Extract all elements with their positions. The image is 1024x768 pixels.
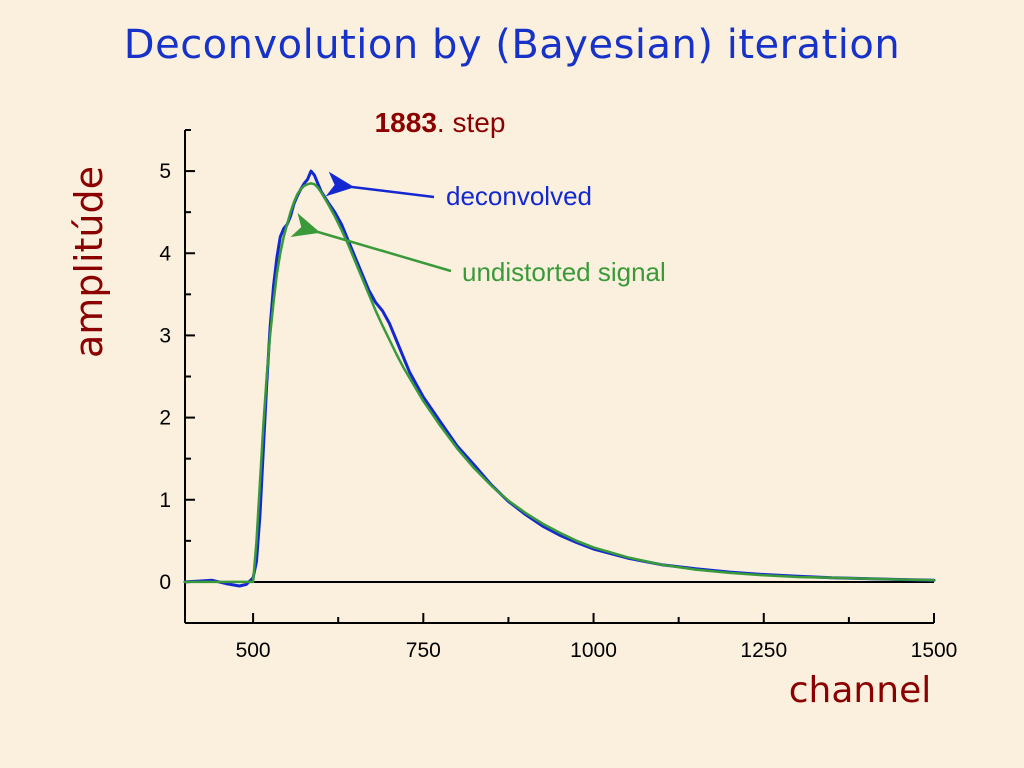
series-line-undistorted-signal	[183, 182, 936, 584]
y-axis-label: amplitúde	[67, 166, 111, 358]
subtitle-text: . step	[437, 107, 505, 138]
annotation-arrow-deconvolved	[325, 171, 435, 199]
x-axis-label: channel	[789, 670, 931, 711]
x-tick-label: 1250	[740, 639, 787, 662]
axis-ticks: 0 1 2 3 4 5 500 750 1000 1250 1500	[159, 129, 958, 662]
annotation-deconvolved: deconvolved	[446, 181, 592, 211]
chart-subtitle: 1883. step	[375, 107, 506, 138]
series-layer	[183, 169, 936, 588]
series-line-deconvolved	[183, 169, 936, 588]
x-tick-label: 750	[406, 639, 441, 662]
y-tick-label: 1	[159, 489, 171, 512]
slide-title: Deconvolution by (Bayesian) iteration	[123, 22, 901, 68]
x-tick-label: 1000	[570, 639, 617, 662]
y-tick-label: 4	[159, 242, 171, 265]
y-tick-label: 5	[159, 160, 171, 183]
y-tick-label: 2	[159, 407, 171, 430]
subtitle-number: 1883	[375, 107, 437, 138]
annotation-arrow-undistorted	[290, 212, 452, 273]
x-tick-label: 500	[236, 639, 271, 662]
y-tick-label: 0	[159, 571, 171, 594]
y-tick-label: 3	[159, 324, 171, 347]
annotation-undistorted: undistorted signal	[462, 257, 666, 287]
x-tick-label: 1500	[911, 639, 958, 662]
